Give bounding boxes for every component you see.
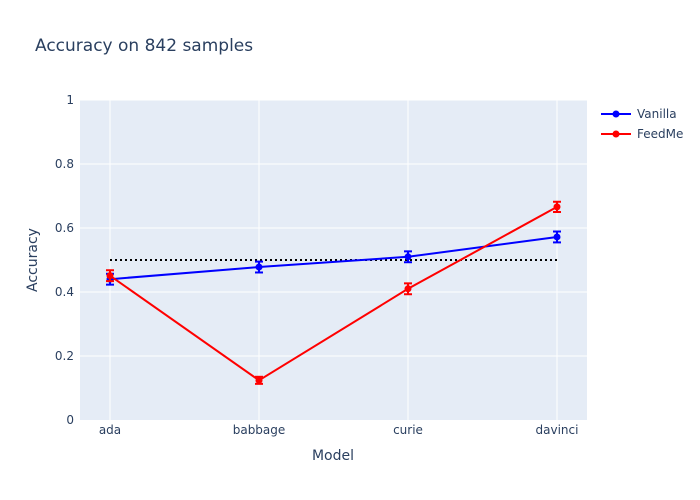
data-point [255, 376, 263, 384]
x-tick-labels: ada babbage curie davinci [99, 423, 579, 437]
y-axis-title: Accuracy [25, 228, 41, 292]
y-tick-label: 0.4 [55, 285, 74, 299]
series-line [109, 206, 558, 382]
x-axis-title: Model [312, 448, 354, 464]
legend-marker [612, 110, 620, 118]
y-tick-label: 0.8 [55, 157, 74, 171]
data-point [404, 285, 412, 293]
x-tick-label: babbage [233, 423, 286, 437]
y-tick-label: 0 [66, 413, 74, 427]
data-point [255, 263, 263, 271]
series-group [106, 200, 561, 385]
legend-item-vanilla[interactable]: Vanilla [601, 107, 677, 121]
x-tick-label: davinci [536, 423, 579, 437]
y-tick-label: 0.6 [55, 221, 74, 235]
y-tick-label: 1 [66, 93, 74, 107]
legend-marker [612, 130, 620, 138]
legend-label: FeedMe [637, 127, 683, 141]
x-tick-label: ada [99, 423, 121, 437]
legend-label: Vanilla [637, 107, 677, 121]
data-point [106, 272, 114, 280]
y-tick-label: 0.2 [55, 349, 74, 363]
x-tick-label: curie [393, 423, 423, 437]
chart-title: Accuracy on 842 samples [35, 36, 253, 56]
legend[interactable]: Vanilla FeedMe [601, 107, 683, 141]
data-point [553, 203, 561, 211]
gridlines [80, 99, 587, 420]
plot-area [80, 100, 587, 420]
legend-item-feedme[interactable]: FeedMe [601, 127, 683, 141]
data-point [553, 233, 561, 241]
y-tick-labels: 0 0.2 0.4 0.6 0.8 1 [55, 93, 74, 427]
data-point [404, 253, 412, 261]
series-feedme [106, 200, 561, 385]
